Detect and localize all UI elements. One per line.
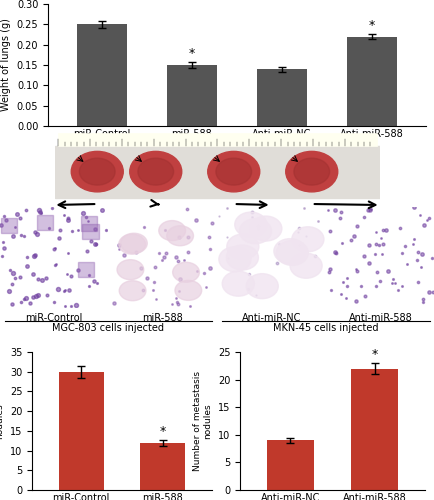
Bar [59,372,103,490]
Bar [78,262,94,278]
Ellipse shape [273,238,305,264]
Ellipse shape [276,240,308,266]
Ellipse shape [71,152,123,192]
Ellipse shape [79,158,115,185]
Y-axis label: Number of metastasis
nodules: Number of metastasis nodules [192,371,212,471]
Ellipse shape [174,280,201,300]
Ellipse shape [222,271,254,296]
Ellipse shape [119,280,146,300]
Y-axis label: Weight of lungs (g): Weight of lungs (g) [1,18,11,112]
Ellipse shape [218,246,250,272]
Ellipse shape [293,158,329,185]
Ellipse shape [226,234,258,259]
Bar [55,146,379,198]
Bar [140,442,185,490]
Bar [36,214,53,230]
Bar [167,65,216,126]
Bar [267,440,313,490]
Ellipse shape [239,218,271,244]
Text: miR-Control: miR-Control [25,313,82,323]
Bar [80,216,96,230]
Bar [256,69,306,126]
Ellipse shape [129,152,181,192]
Ellipse shape [172,262,199,282]
Text: Anti-miR-NC: Anti-miR-NC [242,313,301,323]
Bar [58,134,376,146]
Bar [82,224,99,239]
Bar [77,24,126,126]
Ellipse shape [215,158,251,185]
Ellipse shape [291,227,323,252]
Ellipse shape [120,233,147,253]
Ellipse shape [249,216,281,241]
Text: *: * [368,19,374,32]
Text: *: * [188,47,195,60]
Y-axis label: Number of metastasis
nodules: Number of metastasis nodules [0,371,4,471]
Ellipse shape [207,152,259,192]
Ellipse shape [289,254,322,278]
Text: Anti-miR-588: Anti-miR-588 [349,313,412,323]
Text: *: * [159,424,166,438]
Text: miR-588: miR-588 [142,313,183,323]
Bar [346,36,396,126]
Ellipse shape [285,152,337,192]
Ellipse shape [246,274,278,298]
Ellipse shape [226,245,258,270]
Bar [1,218,17,232]
Ellipse shape [234,212,266,237]
Ellipse shape [118,234,145,254]
Ellipse shape [158,220,185,240]
Ellipse shape [117,260,143,280]
Text: *: * [371,348,377,362]
Ellipse shape [166,226,193,246]
Bar [351,368,397,490]
Ellipse shape [138,158,173,185]
Text: MKN-45 cells injected: MKN-45 cells injected [273,323,378,333]
Text: MGC-803 cells injected: MGC-803 cells injected [52,323,164,333]
